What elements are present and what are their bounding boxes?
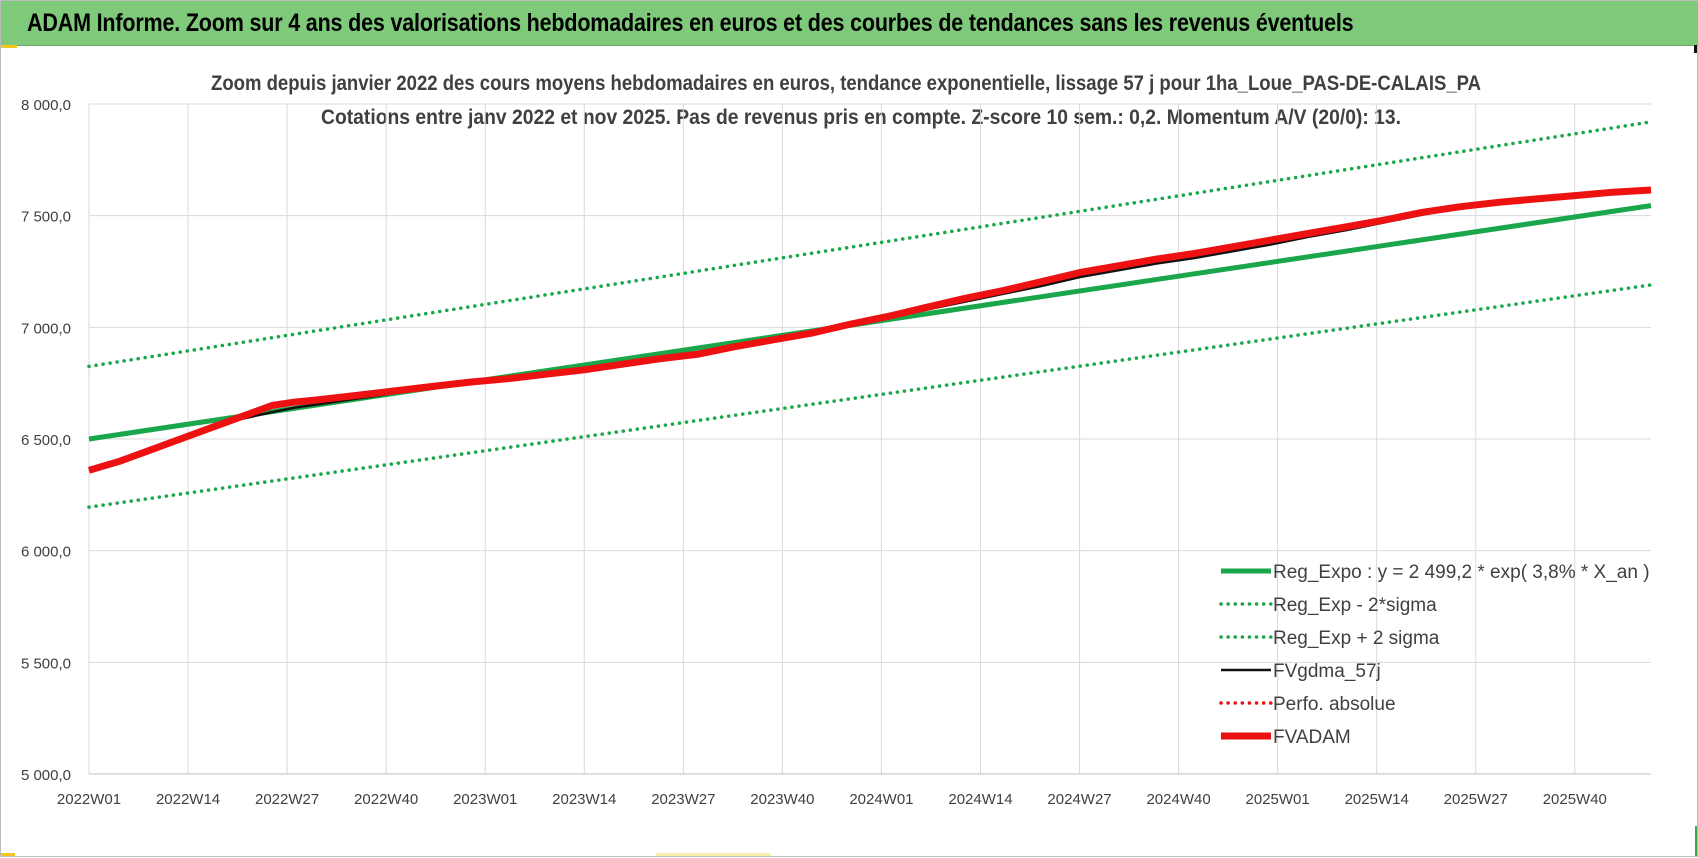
corner-mark-bottom-left	[1, 853, 15, 856]
series-line-5	[88, 186, 1652, 474]
x-tick-label: 2024W40	[1146, 791, 1210, 808]
x-tick-label: 2025W01	[1246, 791, 1310, 808]
x-tick-label: 2025W27	[1444, 791, 1508, 808]
legend-label: Reg_Exp - 2*sigma	[1273, 595, 1437, 616]
x-tick-label: 2023W40	[750, 791, 814, 808]
x-tick-label: 2024W01	[849, 791, 913, 808]
x-tick-label: 2022W01	[57, 791, 121, 808]
series-line-1	[87, 283, 1653, 509]
chart-grid	[88, 103, 1651, 775]
legend-label: Reg_Expo : y = 2 499,2 * exp( 3,8% * X_a…	[1273, 562, 1650, 583]
banner-title: ADAM Informe. Zoom sur 4 ans des valoris…	[27, 9, 1354, 37]
y-tick-label: 7 000,0	[21, 320, 71, 337]
corner-mark-bottom-right	[1685, 826, 1697, 856]
x-tick-label: 2024W27	[1047, 791, 1111, 808]
x-tick-label: 2022W14	[156, 791, 220, 808]
y-axis-ticks: 5 000,0 5 500,0 6 000,0 6 500,0 7 000,0 7 500…	[21, 97, 71, 784]
x-tick-label: 2023W27	[651, 791, 715, 808]
x-tick-label: 2022W27	[255, 791, 319, 808]
y-tick-label: 5 500,0	[21, 655, 71, 672]
x-tick-label: 2022W40	[354, 791, 418, 808]
x-axis-ticks: 2022W01 2022W14 2022W27 2022W40 2023W01 2023W…	[57, 791, 1607, 808]
chart-title-line1: Zoom depuis janvier 2022 des cours moyen…	[211, 72, 1481, 95]
x-tick-label: 2024W14	[948, 791, 1012, 808]
legend-label: FVgdma_57j	[1273, 661, 1381, 682]
chart-legend: Reg_Expo : y = 2 499,2 * exp( 3,8% * X_a…	[1219, 562, 1650, 748]
y-tick-label: 7 500,0	[21, 209, 71, 226]
x-tick-label: 2025W14	[1345, 791, 1409, 808]
bottom-selection-mark	[656, 853, 771, 856]
x-tick-label: 2025W40	[1543, 791, 1607, 808]
series-line-2	[87, 120, 1653, 369]
legend-label: Reg_Exp + 2 sigma	[1273, 628, 1440, 649]
chart-title-line2: Cotations entre janv 2022 et nov 2025. P…	[321, 106, 1401, 129]
y-tick-label: 6 500,0	[21, 432, 71, 449]
chart-series	[87, 120, 1653, 509]
y-tick-label: 5 000,0	[21, 767, 71, 784]
x-tick-label: 2023W14	[552, 791, 616, 808]
legend-label: FVADAM	[1273, 727, 1351, 748]
corner-mark-top-right	[1684, 45, 1697, 53]
corner-mark-top-left	[1, 45, 17, 48]
y-tick-label: 8 000,0	[21, 97, 71, 114]
series-line-3	[88, 188, 1652, 472]
y-tick-label: 6 000,0	[21, 544, 71, 561]
legend-label: Perfo. absolue	[1273, 694, 1396, 715]
report-banner: ADAM Informe. Zoom sur 4 ans des valoris…	[1, 1, 1698, 46]
x-tick-label: 2023W01	[453, 791, 517, 808]
